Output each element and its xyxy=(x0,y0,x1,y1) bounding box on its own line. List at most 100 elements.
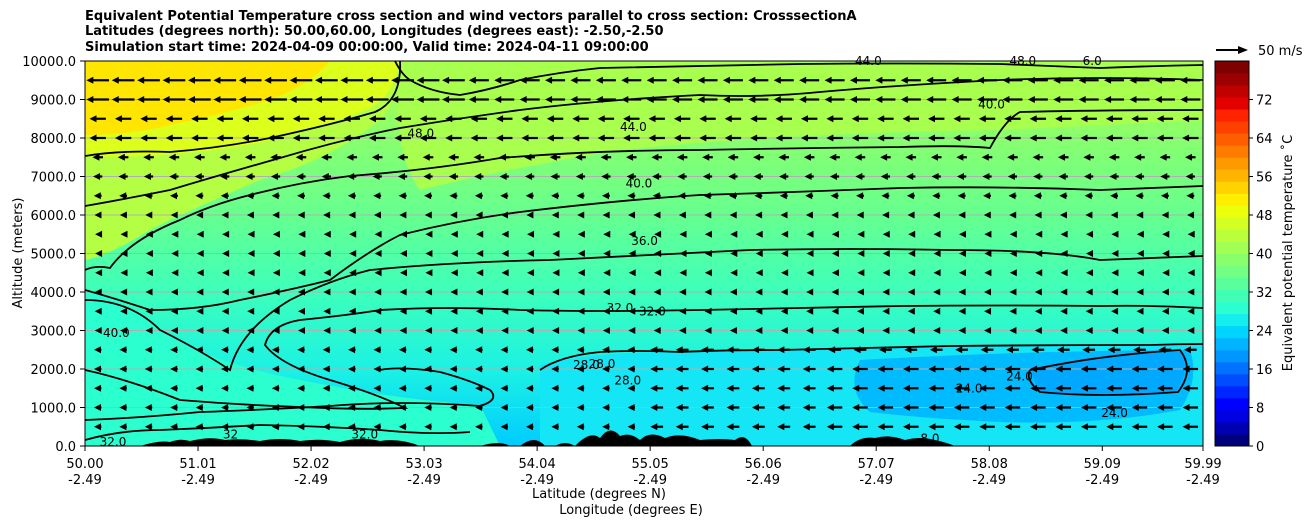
wind-vector xyxy=(1136,288,1144,296)
wind-vector xyxy=(953,384,970,392)
wind-vector xyxy=(86,76,110,84)
wind-vector xyxy=(1187,327,1195,334)
wind-vector xyxy=(168,153,180,161)
wind-vector xyxy=(729,327,737,334)
wind-vector xyxy=(246,384,254,392)
wind-vector xyxy=(322,346,331,354)
wind-vector xyxy=(802,404,816,411)
wind-vector xyxy=(1157,404,1173,411)
wind-vector xyxy=(162,76,186,84)
wind-vector xyxy=(1182,134,1199,142)
wind-vector xyxy=(416,96,440,103)
wind-vector xyxy=(546,134,564,142)
wind-vector xyxy=(297,365,305,373)
wind-vector xyxy=(221,404,229,411)
wind-vector xyxy=(628,269,636,277)
contour-40 xyxy=(85,109,1203,271)
wind-vector xyxy=(348,288,356,296)
wind-vector xyxy=(270,173,281,180)
wind-vector xyxy=(525,423,534,431)
wind-vector xyxy=(980,346,994,354)
wind-vector xyxy=(196,211,204,219)
x-tick-label-lat: 59.09 xyxy=(1084,457,1121,472)
wind-vector xyxy=(1135,192,1144,200)
wind-vector xyxy=(1131,384,1148,392)
wind-vector xyxy=(983,192,991,200)
wind-vector xyxy=(394,134,411,142)
wind-vector xyxy=(475,404,483,411)
colorbar-swatch xyxy=(1215,421,1249,435)
colorbar-swatch xyxy=(1215,253,1249,267)
contour-label: 32.0 xyxy=(607,301,634,315)
wind-vector xyxy=(1009,269,1017,277)
wind-vector xyxy=(1059,192,1068,200)
wind-vector xyxy=(1084,173,1094,180)
wind-vector xyxy=(628,327,636,334)
wind-vector xyxy=(120,327,128,334)
wind-vector xyxy=(527,250,535,257)
wind-vector xyxy=(672,76,693,84)
wind-vector xyxy=(727,153,739,161)
wind-vector xyxy=(470,134,488,142)
y-tick-label: 4000.0 xyxy=(31,286,77,301)
wind-vector xyxy=(602,384,610,392)
wind-vector xyxy=(704,230,712,238)
wind-vector xyxy=(799,76,820,84)
wind-vector xyxy=(755,327,763,334)
wind-vector xyxy=(701,404,714,411)
wind-vector xyxy=(498,153,510,161)
wind-vector xyxy=(398,192,407,200)
wind-vector xyxy=(779,192,788,200)
wind-vector xyxy=(701,423,714,431)
wind-vector xyxy=(672,96,693,103)
wind-vector xyxy=(297,288,305,296)
wind-vector xyxy=(501,327,509,334)
wind-vector xyxy=(297,192,305,200)
wind-vector xyxy=(929,346,943,354)
wind-vector xyxy=(144,346,153,354)
wind-vector xyxy=(799,96,820,103)
wind-vector xyxy=(653,211,661,219)
wind-vector xyxy=(1111,288,1119,296)
wind-vector xyxy=(933,307,941,315)
title-line-3: Simulation start time: 2024-04-09 00:00:… xyxy=(85,40,649,55)
wind-vector xyxy=(882,307,890,315)
wind-vector xyxy=(468,96,489,103)
wind-vector xyxy=(1033,192,1042,200)
wind-vector xyxy=(494,96,515,103)
wind-vector xyxy=(196,230,204,238)
wind-vector xyxy=(651,153,662,161)
wind-vector xyxy=(777,384,791,392)
wind-vector xyxy=(900,96,921,103)
wind-vector xyxy=(120,269,128,277)
wind-vector xyxy=(984,230,992,238)
wind-vector xyxy=(222,230,230,238)
wind-vector xyxy=(349,230,357,238)
wind-vector xyxy=(654,230,662,238)
x-tick-label-lon: -2.49 xyxy=(294,473,328,488)
wind-vector xyxy=(951,76,972,84)
wind-vector xyxy=(1161,288,1169,296)
wind-vector xyxy=(170,288,178,296)
wind-vector xyxy=(806,250,814,257)
wind-vector xyxy=(931,173,941,180)
wind-vector xyxy=(653,307,661,315)
wind-vector xyxy=(195,346,204,354)
wind-vector xyxy=(577,211,585,219)
colorbar-tick-label: 24 xyxy=(1256,325,1273,340)
wind-vector xyxy=(602,288,610,296)
wind-vector xyxy=(882,211,890,219)
wind-vector xyxy=(654,250,662,257)
wind-vector xyxy=(449,384,458,392)
wind-vector xyxy=(903,384,919,392)
wind-vector xyxy=(1105,134,1123,142)
wind-vector xyxy=(247,288,255,296)
wind-vector xyxy=(1009,211,1017,219)
wind-vector xyxy=(595,76,616,84)
wind-vector xyxy=(474,173,484,180)
wind-vector xyxy=(425,288,433,296)
wind-vector xyxy=(145,211,153,219)
wind-vector xyxy=(926,76,947,84)
